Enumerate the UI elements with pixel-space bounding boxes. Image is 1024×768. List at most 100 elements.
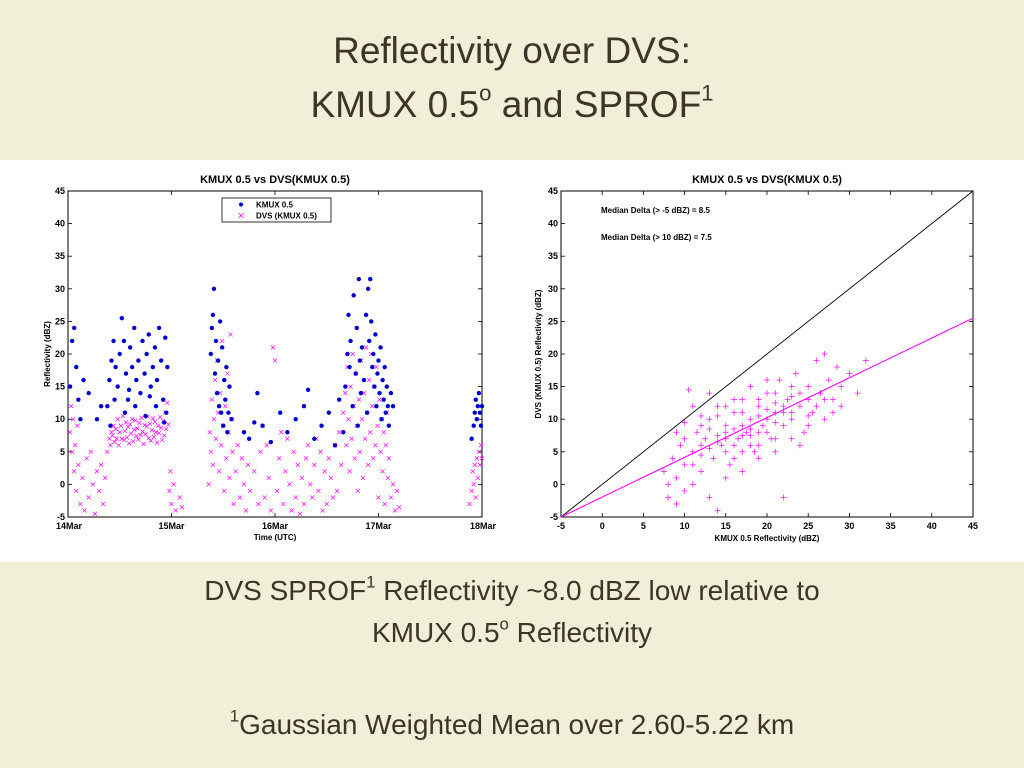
dvs-point (377, 397, 382, 402)
dvs-point (479, 456, 485, 461)
scatter-point (714, 432, 721, 439)
dvs-point (270, 345, 276, 350)
scatter-point (689, 461, 696, 468)
kmux-point (220, 345, 225, 350)
dvs-point (324, 501, 329, 507)
dvs-point (209, 397, 215, 402)
dvs-point (359, 416, 365, 422)
dvs-point (256, 501, 261, 507)
scatter-point (685, 386, 692, 393)
scatter-point (788, 409, 795, 416)
scatter-point (796, 403, 803, 410)
dvs-point (76, 462, 81, 468)
kmux-point (472, 410, 477, 415)
scatter-point (739, 432, 746, 439)
dvs-point (118, 423, 124, 428)
kmux-point (357, 358, 363, 363)
chart2-fit-line (560, 317, 974, 518)
dvs-point (227, 475, 232, 481)
dvs-point (166, 422, 171, 427)
kmux-point (246, 436, 252, 441)
dvs-point (127, 422, 133, 427)
dvs-point (113, 426, 118, 432)
chart2-ytick-label: 40 (548, 219, 558, 229)
dvs-point (367, 429, 373, 435)
dvs-point (149, 428, 155, 433)
chart2-xtick-label: 40 (927, 521, 937, 531)
dvs-point (144, 424, 149, 429)
scatter-point (780, 403, 787, 410)
dvs-point (206, 482, 212, 487)
kmux-point (158, 358, 164, 363)
scatter-point (718, 442, 725, 449)
dvs-point (123, 420, 129, 425)
kmux-point (268, 439, 274, 445)
scatter-point (731, 409, 738, 416)
scatter-point (735, 435, 742, 442)
kmux-point (377, 390, 382, 396)
dvs-point (376, 495, 381, 500)
kmux-point (156, 325, 162, 331)
chart1-ytick-label: 15 (55, 382, 65, 392)
scatter-point (755, 396, 762, 403)
dvs-point (318, 449, 323, 455)
scatter-point (693, 429, 700, 436)
scatter-point (801, 429, 808, 436)
dvs-point (110, 433, 115, 438)
kmux-point (164, 410, 169, 415)
scatter-point (772, 419, 779, 426)
caption-degree-sup: o (499, 614, 509, 634)
chart2-xtick-label: 45 (968, 521, 978, 531)
dvs-point (320, 508, 325, 513)
caption-footnote-sup: 1 (366, 572, 376, 592)
kmux-point (326, 410, 332, 415)
kmux-point (332, 443, 338, 448)
kmux-point (146, 332, 151, 337)
kmux-point (356, 276, 362, 282)
scatter-point (747, 383, 754, 390)
dvs-point (90, 482, 96, 487)
kmux-point (138, 390, 143, 396)
dvs-point (330, 495, 336, 500)
kmux-point (98, 403, 104, 409)
dvs-point (476, 449, 482, 455)
chart1-ytick-label: 0 (60, 479, 65, 489)
kmux-point (111, 338, 116, 344)
chart2-ytick-label: -5 (550, 512, 558, 522)
dvs-point (122, 428, 128, 434)
scatter-point (689, 403, 696, 410)
chart1-xlabel: Time (UTC) (254, 533, 297, 542)
dvs-point (94, 469, 100, 474)
caption-line-1: DVS SPROF1 Reflectivity ~8.0 dBZ low rel… (0, 570, 1024, 612)
scatter-point (780, 422, 787, 429)
kmux-point (301, 403, 307, 409)
dvs-point (343, 390, 348, 396)
kmux-point (81, 377, 86, 383)
dvs-point (375, 423, 380, 428)
dvs-point (299, 475, 305, 481)
dvs-point (124, 435, 130, 440)
kmux-point (112, 397, 117, 402)
dvs-point (80, 475, 85, 481)
kmux-point (260, 423, 265, 428)
chart2-x-axis: -5 0 5 10 15 20 25 30 35 40 45 (557, 191, 978, 531)
kmux-point (150, 364, 156, 370)
kmux-point (123, 371, 129, 376)
dvs-point (137, 420, 142, 426)
dvs-point (243, 508, 249, 513)
kmux-point (144, 351, 149, 357)
dvs-point (155, 423, 161, 428)
kmux-point (69, 338, 75, 344)
dvs-point (111, 423, 116, 428)
dvs-point (388, 495, 394, 500)
kmux-point (354, 325, 359, 331)
dvs-point (228, 332, 233, 337)
dvs-point (158, 425, 164, 430)
dvs-point (173, 508, 178, 513)
scatter-point (722, 403, 729, 410)
kmux-point (86, 390, 91, 396)
chart1-legend: KMUX 0.5 DVS (KMUX 0.5) (221, 197, 332, 223)
dvs-point (213, 436, 219, 442)
chart1-ytick-label: -5 (57, 512, 65, 522)
scatter-point (706, 494, 713, 501)
